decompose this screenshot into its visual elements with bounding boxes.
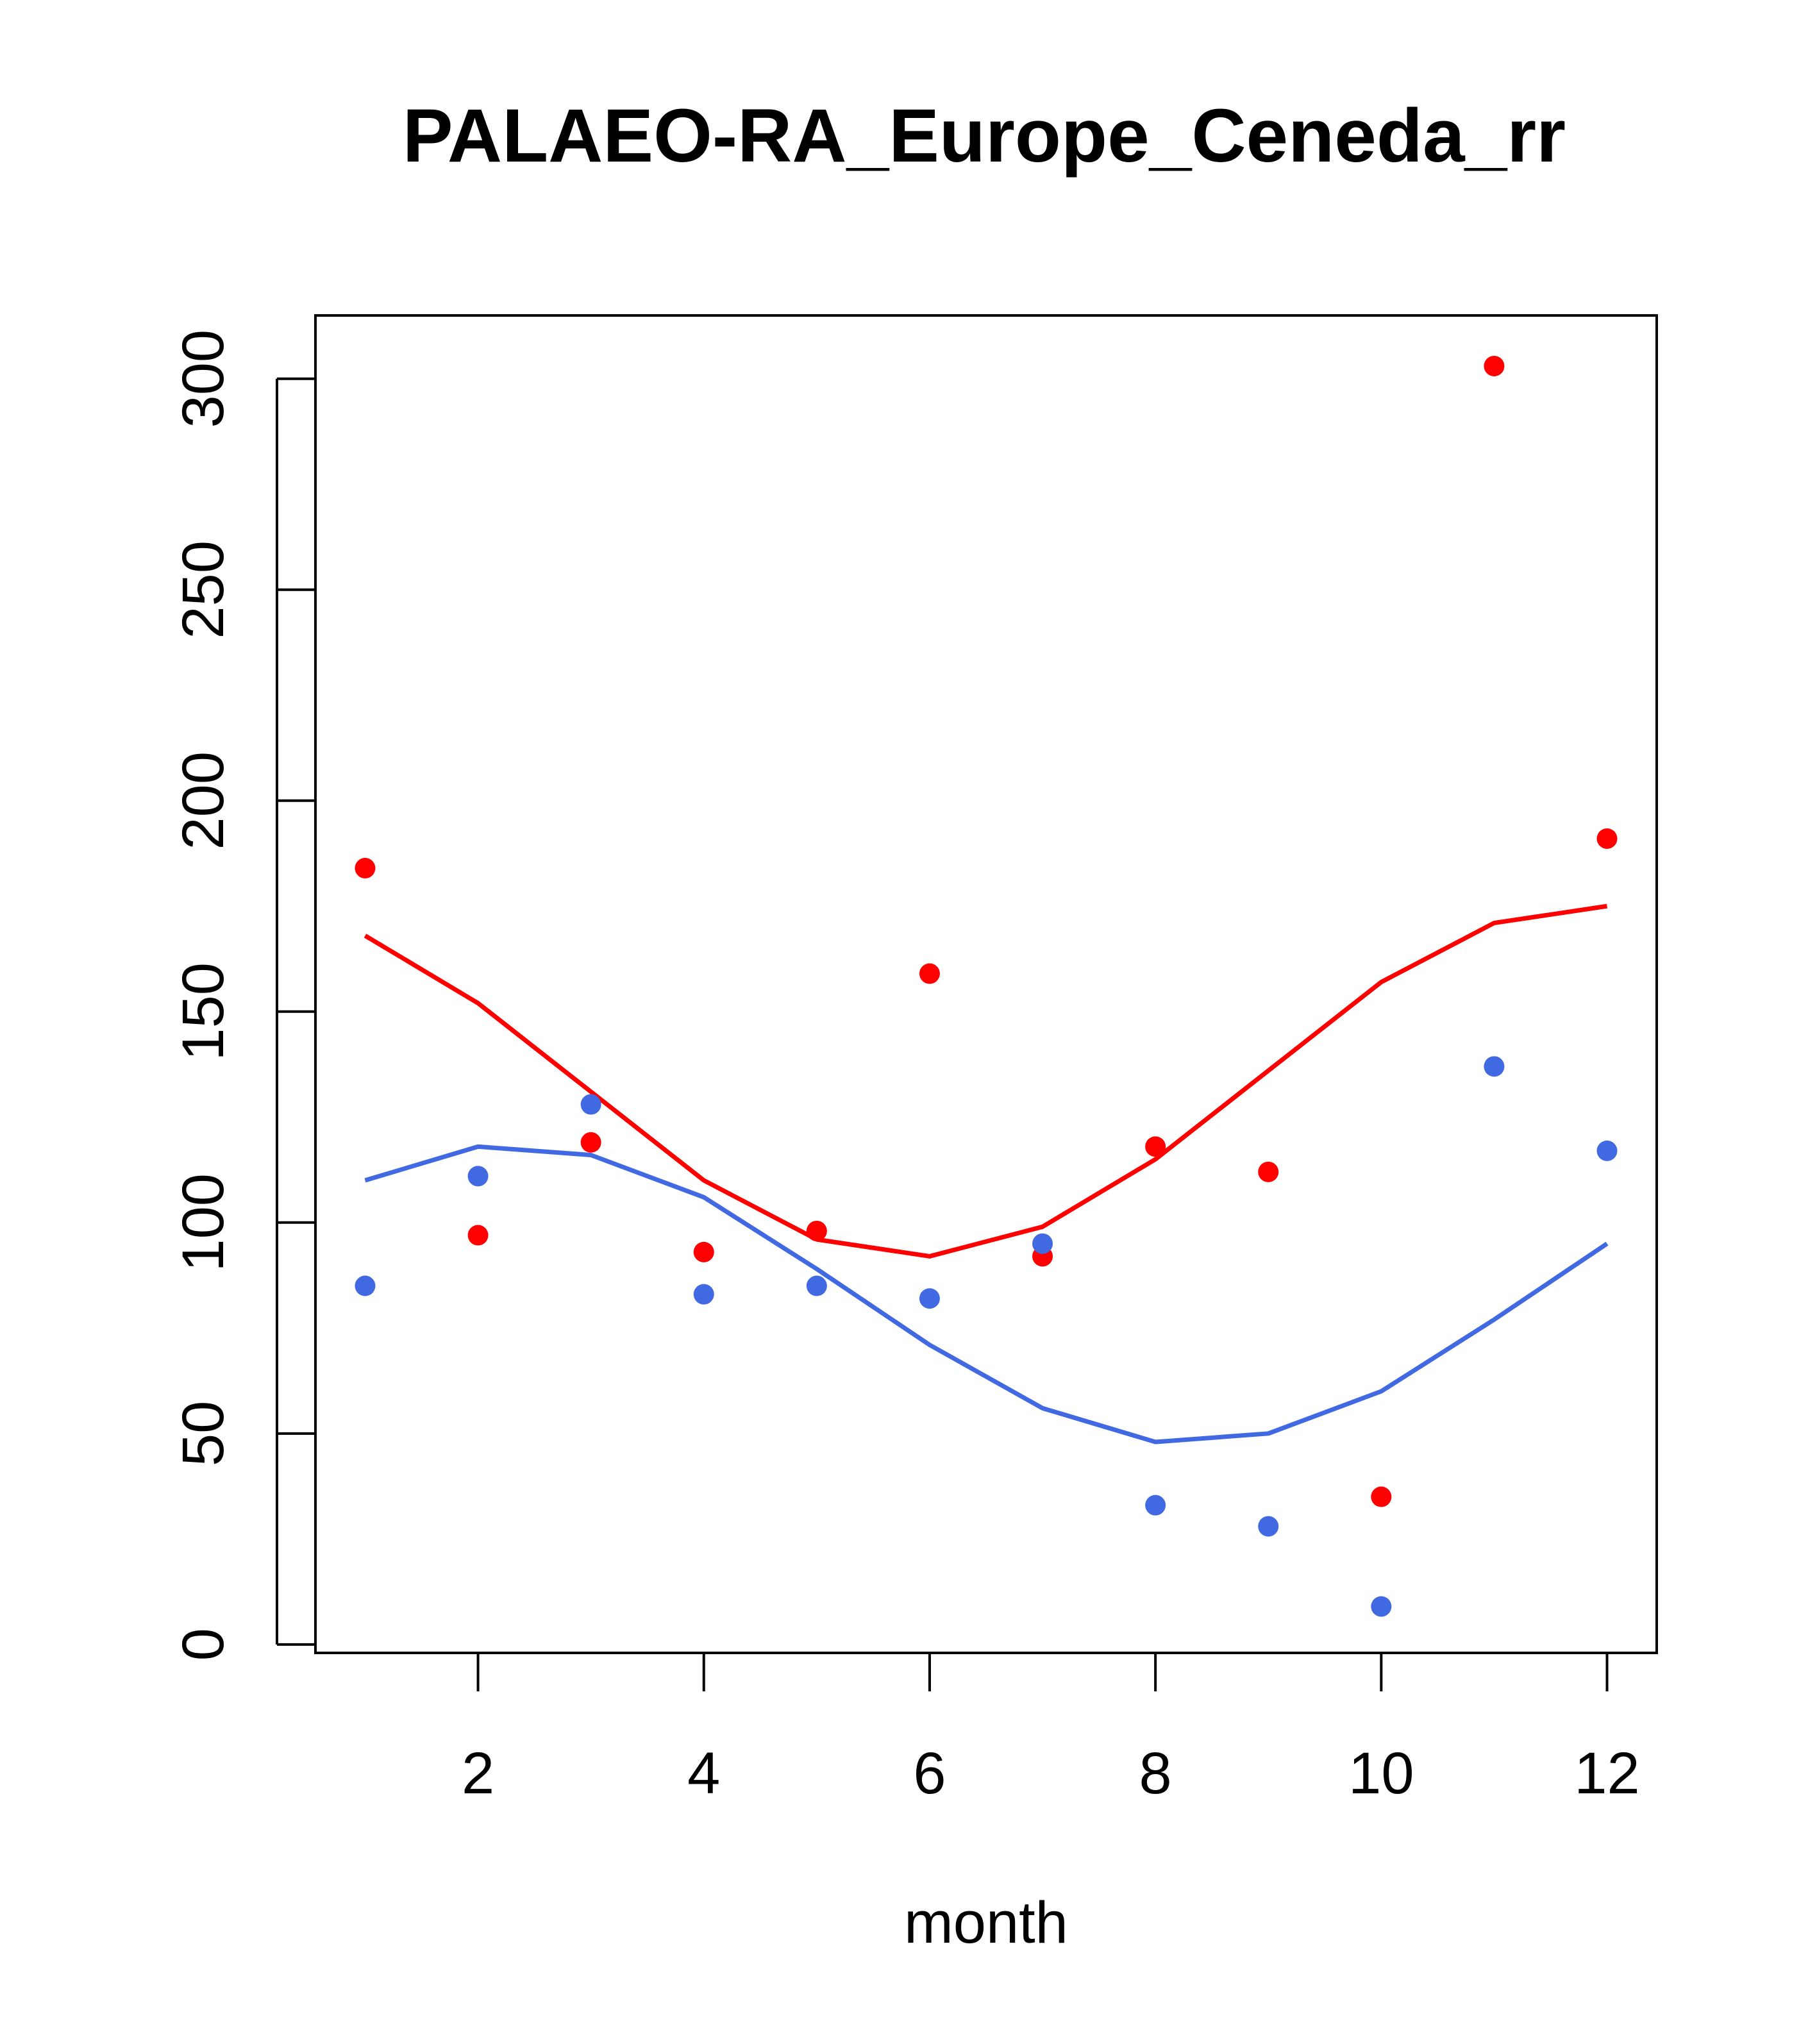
y-tick-label: 150 (171, 962, 236, 1061)
data-point (1484, 1056, 1505, 1077)
data-point (580, 1132, 601, 1153)
x-tick-label: 12 (1574, 1741, 1639, 1806)
data-point (1596, 828, 1618, 849)
x-tick-label: 10 (1348, 1741, 1414, 1806)
series-line (364, 1144, 1609, 1445)
plot-frame (314, 314, 1658, 1654)
data-point (467, 1166, 489, 1187)
data-point (1371, 1486, 1392, 1507)
data-point (467, 1225, 489, 1246)
data-point (693, 1241, 714, 1262)
data-point (1484, 355, 1505, 376)
x-tick-label: 8 (1139, 1741, 1172, 1806)
y-tick-label: 50 (171, 1401, 236, 1466)
series-red-line (364, 903, 1608, 1259)
data-point (693, 1284, 714, 1305)
data-point (919, 963, 940, 984)
y-tick-label: 200 (171, 751, 236, 850)
data-point (355, 1275, 376, 1296)
data-point (1032, 1233, 1053, 1254)
series-layer (355, 355, 1618, 1617)
chart-title: PALAEO-RA_Europe_Ceneda_rr (403, 94, 1566, 178)
data-point (1258, 1516, 1279, 1537)
series-blue-points (355, 1056, 1618, 1617)
data-point (1596, 1140, 1618, 1161)
series-red-points (355, 355, 1618, 1507)
series-line (364, 903, 1608, 1259)
x-tick-label: 4 (687, 1741, 720, 1806)
data-point (580, 1094, 601, 1115)
series-blue-line (364, 1144, 1609, 1445)
data-point (1145, 1136, 1166, 1157)
data-point (355, 858, 376, 879)
y-axis: 0 50 100 150 200 250 300 (171, 330, 315, 1661)
x-tick-label: 2 (462, 1741, 494, 1806)
y-tick-label: 300 (171, 330, 236, 428)
data-point (1371, 1596, 1392, 1617)
data-point (1258, 1161, 1279, 1182)
x-axis: 2 4 6 8 10 12 (462, 1652, 1640, 1806)
data-point (1145, 1495, 1166, 1516)
y-tick-label: 250 (171, 540, 236, 639)
data-point (806, 1275, 827, 1296)
y-tick-label: 0 (171, 1628, 236, 1661)
x-tick-label: 6 (913, 1741, 946, 1806)
y-tick-label: 100 (171, 1173, 236, 1272)
x-axis-label: month (904, 1890, 1068, 1956)
data-point (919, 1288, 940, 1309)
